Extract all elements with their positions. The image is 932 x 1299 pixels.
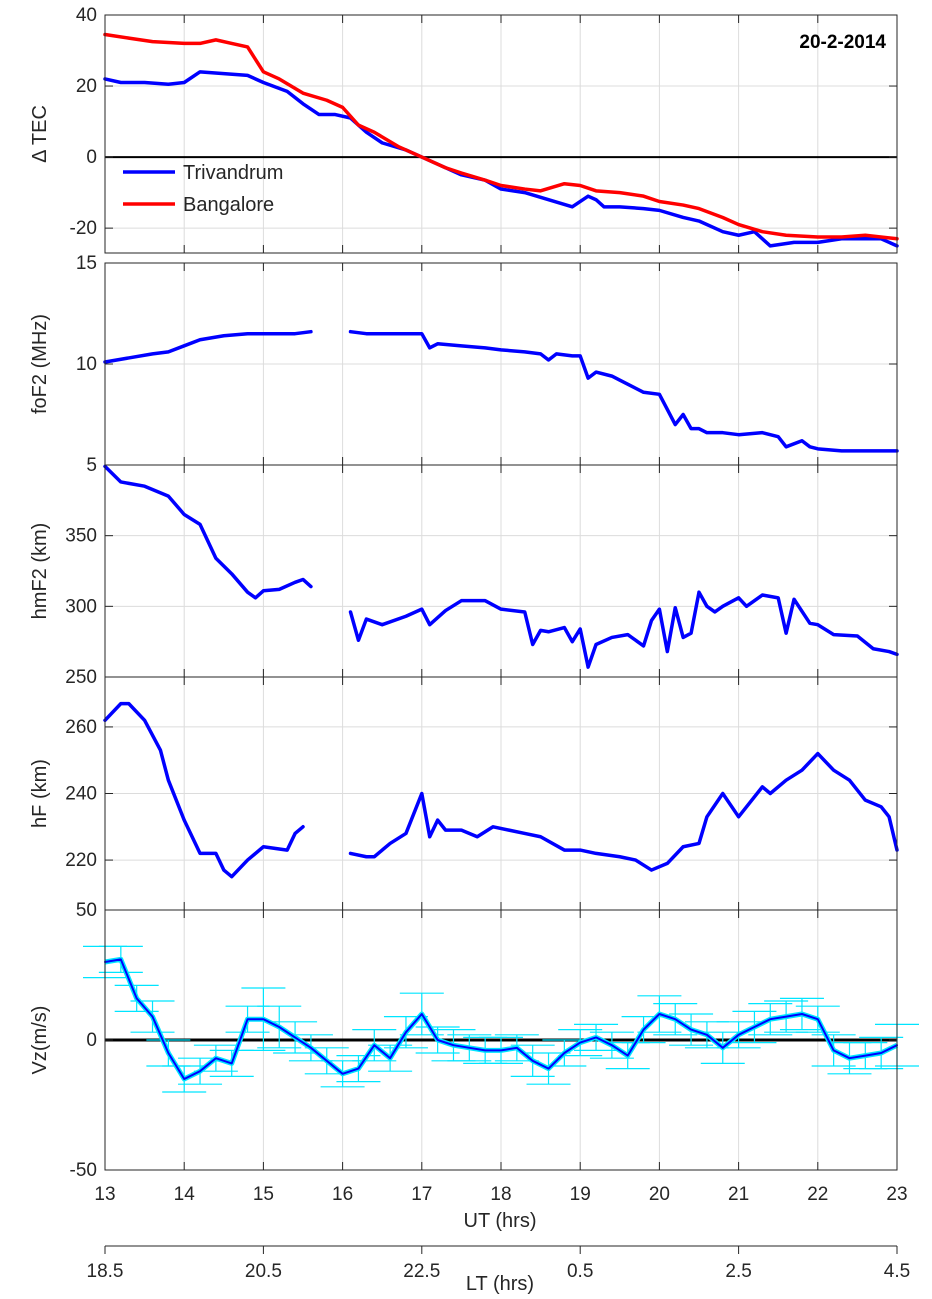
- y-tick-label: 40: [76, 5, 97, 26]
- series-line-dtec-bangalore: [103, 32, 899, 241]
- panel-fof2: 5 10 15 foF2 (MHz): [29, 253, 899, 476]
- x-tick-label-lt: 2.5: [725, 1261, 751, 1282]
- y-tick-label: 260: [65, 717, 97, 738]
- y-tick-label: 10: [76, 354, 97, 375]
- x-tick-label-lt: 4.5: [884, 1261, 910, 1282]
- x-tick-label-ut: 18: [490, 1184, 511, 1205]
- y-tick-label: -20: [70, 218, 97, 239]
- panel-dtec: -20 0 20 40 Δ TEC: [29, 5, 899, 254]
- x-tick-label-lt: 18.5: [87, 1261, 124, 1282]
- y-tick-label: -50: [70, 1160, 97, 1181]
- legend-label-bangalore: Bangalore: [183, 194, 274, 216]
- y-tick-label: 300: [65, 596, 97, 617]
- y-tick-label: 240: [65, 784, 97, 805]
- series-line-vz: [104, 958, 898, 1080]
- y-tick-label: 50: [76, 900, 97, 921]
- y-tick-label: 15: [76, 253, 97, 274]
- panel-vz: -50 0 50 Vz(m/s) 13 14 15 16 17 18 19 20 21 22 23: [29, 900, 919, 1205]
- series-line-hmf2: [103, 464, 313, 600]
- y-tick-label: 20: [76, 76, 97, 97]
- series-line-hf: [103, 701, 305, 879]
- x-tick-label-ut: 15: [253, 1184, 274, 1205]
- x-tick-label-ut: 17: [411, 1184, 432, 1205]
- y-tick-label: 250: [65, 667, 97, 688]
- x-tick-label-lt: 22.5: [403, 1261, 440, 1282]
- series-line-hmf2: [348, 590, 899, 669]
- series-line-fof2: [348, 329, 899, 453]
- x-tick-label-ut: 23: [886, 1184, 907, 1205]
- series-line-fof2: [103, 329, 313, 364]
- y-axis-label-vz: Vz(m/s): [29, 1006, 51, 1075]
- series-line-dtec-trivandrum: [103, 70, 899, 248]
- x-tick-label-ut: 21: [728, 1184, 749, 1205]
- y-tick-label: 5: [86, 455, 97, 476]
- y-axis-label-fof2: foF2 (MHz): [29, 314, 51, 414]
- x-tick-label-lt: 20.5: [245, 1261, 282, 1282]
- x-tick-label-ut: 20: [649, 1184, 670, 1205]
- x-axis-label-ut: UT (hrs): [464, 1210, 537, 1232]
- y-axis-label-hmf2: hmF2 (km): [29, 523, 51, 620]
- x-tick-label-ut: 19: [570, 1184, 591, 1205]
- y-tick-label: 220: [65, 850, 97, 871]
- y-tick-label: 0: [86, 147, 97, 168]
- x-tick-label-ut: 13: [94, 1184, 115, 1205]
- legend: Trivandrum Bangalore: [123, 162, 283, 216]
- x-tick-label-ut: 22: [807, 1184, 828, 1205]
- series-line-hf: [348, 751, 899, 872]
- panel-hmf2: 250 300 350 hmF2 (km): [29, 464, 899, 688]
- x-axis-label-lt: LT (hrs): [466, 1273, 534, 1295]
- x-tick-label-ut: 14: [174, 1184, 196, 1205]
- x-tick-label-ut: 16: [332, 1184, 353, 1205]
- y-tick-label: 350: [65, 526, 97, 547]
- y-axis-label-hf: hF (km): [29, 759, 51, 828]
- y-tick-label: 0: [86, 1030, 97, 1051]
- legend-label-trivandrum: Trivandrum: [183, 162, 283, 184]
- x-tick-label-lt: 0.5: [567, 1261, 593, 1282]
- y-axis-label-dtec: Δ TEC: [29, 105, 51, 163]
- panel-hf: 220 240 260 hF (km): [29, 676, 899, 911]
- lt-axis-ticks: 18.5 20.5 22.5 0.5 2.5 4.5: [87, 1246, 910, 1282]
- date-annotation: 20-2-2014: [799, 32, 886, 53]
